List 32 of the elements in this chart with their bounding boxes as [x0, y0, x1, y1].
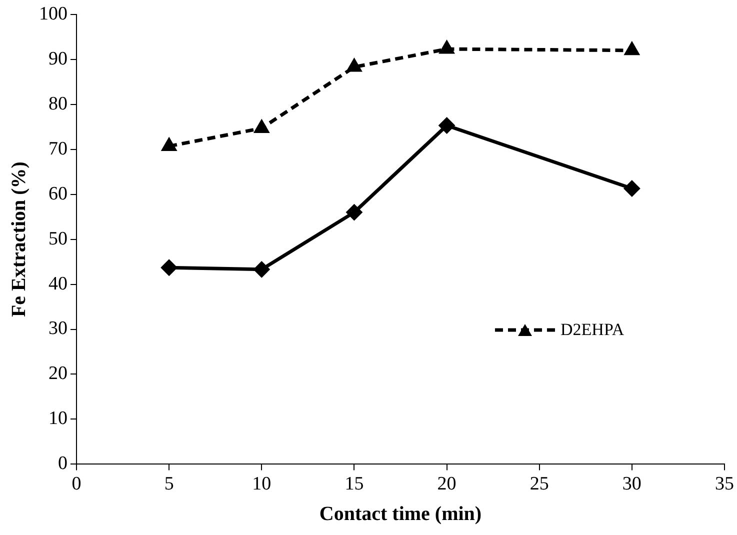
- x-tick-label: 5: [164, 474, 174, 495]
- point: [162, 138, 176, 151]
- x-axis-title: Contact time (min): [319, 503, 482, 526]
- x-tick-label: 25: [530, 474, 549, 495]
- legend-label: D2EHPA: [560, 320, 624, 340]
- y-tick-label: 0: [58, 453, 68, 474]
- y-tick-label: 50: [48, 228, 68, 250]
- point: [254, 120, 269, 133]
- x-tick-label: 10: [252, 474, 272, 495]
- x-tick-label: 35: [715, 474, 734, 495]
- x-tick-label: 15: [344, 474, 364, 495]
- point: [624, 42, 639, 56]
- x-tick-label: 20: [437, 474, 456, 495]
- y-tick-label: 20: [48, 363, 68, 384]
- y-tick-label: 80: [48, 93, 68, 114]
- point: [439, 118, 455, 134]
- y-tick-label: 30: [48, 318, 68, 340]
- x-tick-label: 30: [622, 474, 642, 495]
- y-tick-label: 70: [48, 138, 68, 160]
- point: [346, 204, 362, 220]
- y-tick-label: 90: [48, 48, 68, 70]
- point: [254, 262, 270, 278]
- y-tick-label: 10: [48, 408, 68, 430]
- point: [440, 41, 454, 54]
- point: [347, 59, 362, 72]
- y-tick-label: 40: [48, 273, 68, 294]
- y-tick-label: 60: [48, 183, 68, 204]
- x-tick-label: 0: [72, 474, 82, 495]
- point: [624, 180, 640, 196]
- y-tick-label: 100: [39, 3, 68, 24]
- y-axis-title: Fe Extraction (%): [8, 162, 30, 318]
- point: [161, 260, 177, 276]
